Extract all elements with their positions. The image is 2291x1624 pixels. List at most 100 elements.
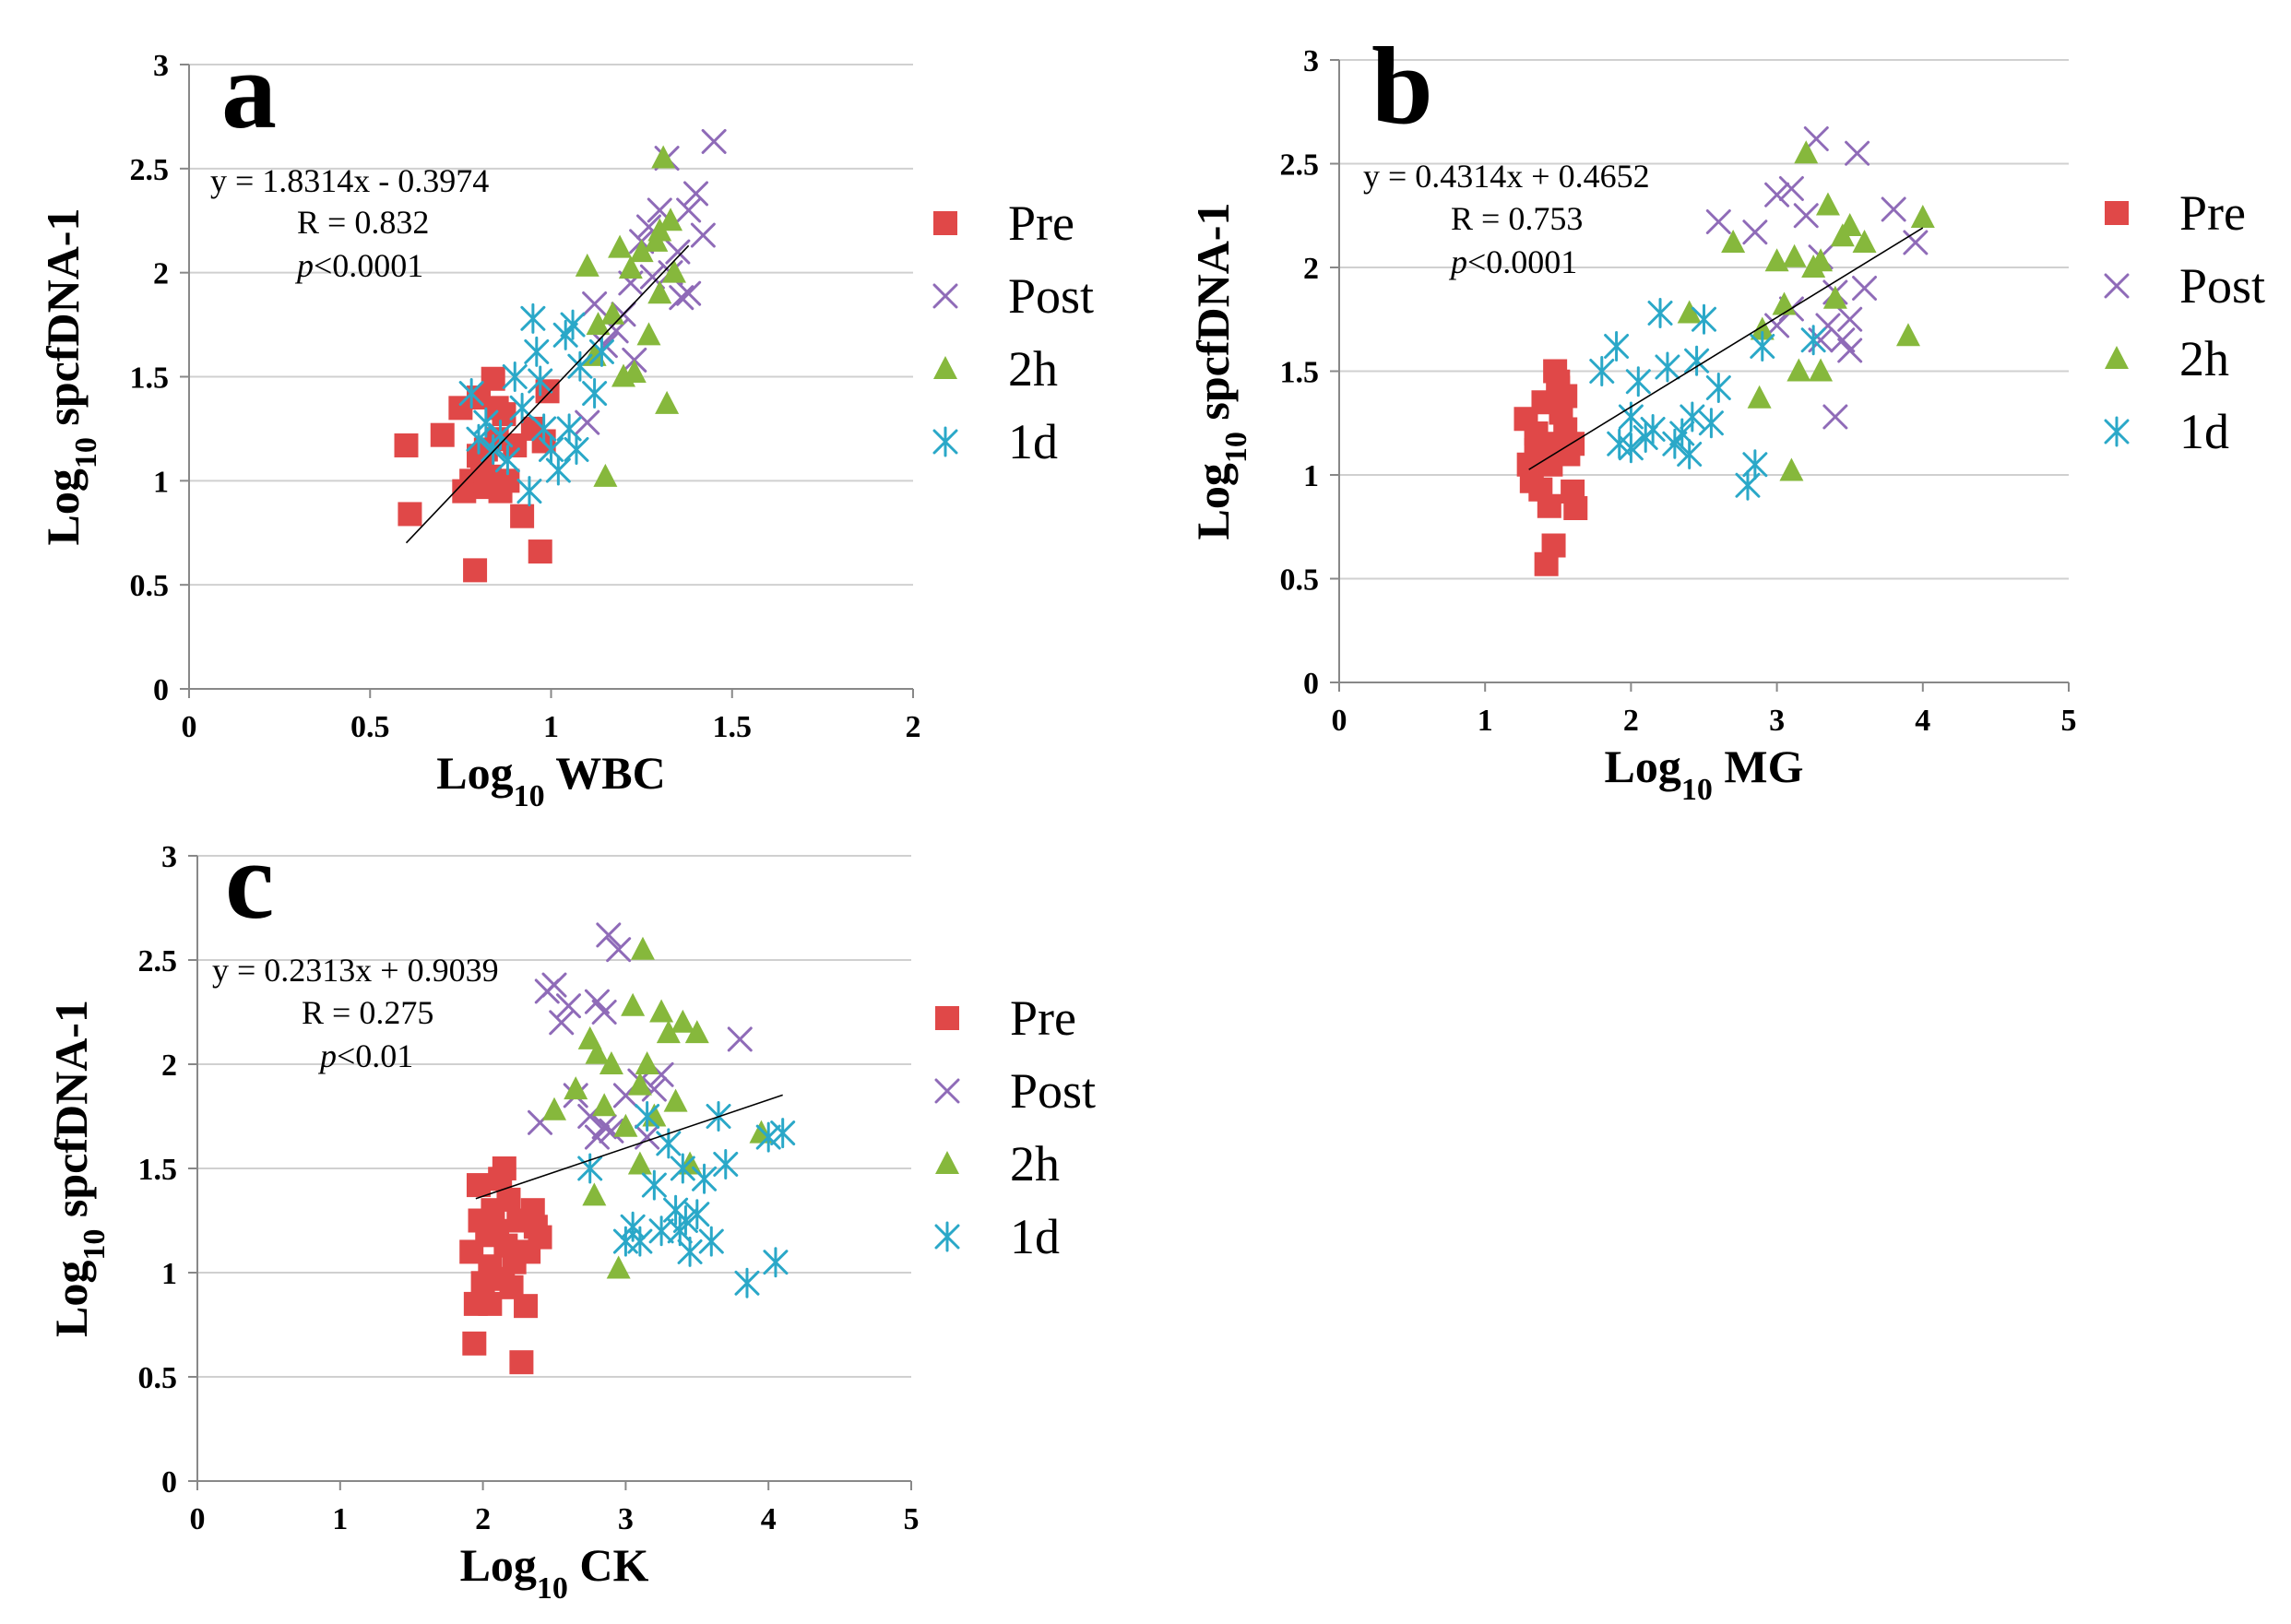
data-point-post	[1837, 338, 1863, 363]
legend: Pre Post 2h 1d	[934, 990, 1096, 1264]
data-point-post	[606, 937, 632, 963]
y-tick-label: 0	[153, 673, 169, 707]
regression-equation: y = 0.4314x + 0.4652	[1363, 158, 1650, 195]
p-value-symbol: p	[1448, 243, 1467, 280]
x-tick-label: 2	[475, 1502, 491, 1536]
y-tick-label: 2	[161, 1049, 177, 1083]
data-point-post-stroke	[676, 197, 702, 223]
p-value: p<0.0001	[294, 247, 423, 284]
x-axis-title-prefix: Log	[1605, 741, 1681, 792]
data-point-pre	[478, 1291, 503, 1316]
data-point-post	[676, 280, 702, 306]
y-tick-label: 3	[153, 49, 169, 83]
data-point-post-stroke	[647, 197, 672, 223]
data-point-1d	[684, 1199, 710, 1230]
p-value-text: <0.01	[337, 1037, 413, 1074]
legend-marker-pre	[935, 1006, 959, 1030]
data-point-1d	[641, 1169, 667, 1201]
data-point-2h	[663, 1088, 688, 1112]
data-point-post-stroke	[648, 1061, 674, 1087]
data-point-post-stroke	[1837, 306, 1863, 332]
data-point-2h	[1822, 285, 1847, 309]
data-point-post-stroke	[641, 1076, 667, 1102]
data-point-post	[1837, 306, 1863, 332]
data-point-post-stroke	[1764, 182, 1790, 207]
data-point-2h	[1747, 385, 1772, 409]
y-tick-label: 0.5	[138, 1361, 178, 1395]
data-point-pre	[473, 475, 498, 500]
data-point-post	[555, 993, 581, 1019]
data-point-2h	[542, 1096, 566, 1120]
legend-marker-post-stroke	[2104, 273, 2130, 299]
data-point-pre	[528, 1225, 552, 1250]
legend-marker-2h	[2105, 346, 2129, 369]
data-point-post	[1742, 219, 1768, 245]
data-point-post	[596, 922, 622, 948]
data-point-post	[1903, 230, 1929, 255]
series-post	[1705, 126, 1929, 430]
y-axis-title-prefix: Log	[1187, 463, 1239, 539]
data-point-post	[665, 239, 691, 265]
panel-letter: a	[221, 29, 277, 151]
data-point-pre	[1563, 496, 1588, 520]
legend-label-2h: 2h	[1008, 341, 1058, 397]
y-tick-label: 2.5	[138, 944, 178, 978]
data-point-2h	[671, 1009, 695, 1033]
series-1d	[458, 302, 614, 507]
data-point-post-stroke	[596, 922, 622, 948]
data-point-post-stroke	[1852, 276, 1878, 301]
data-point-1d	[734, 1267, 760, 1298]
x-tick-label: 5	[904, 1502, 920, 1536]
x-tick-label: 1.5	[713, 710, 753, 744]
data-point-1d	[1625, 366, 1651, 397]
y-tick-label: 1.5	[1280, 356, 1320, 390]
data-point-2h	[1787, 358, 1811, 382]
y-axis-title-prefix: Log	[45, 1261, 97, 1337]
data-point-pre	[528, 539, 552, 564]
data-point-2h	[651, 145, 676, 169]
data-point-2h	[629, 239, 654, 263]
data-point-post	[575, 409, 600, 435]
x-tick-label: 0.5	[350, 710, 390, 744]
data-point-post	[1764, 182, 1790, 207]
data-point-2h	[1782, 243, 1807, 267]
data-point-2h	[630, 936, 655, 960]
data-point-post	[1881, 196, 1906, 222]
data-point-post-stroke	[575, 409, 600, 435]
data-point-post-stroke	[591, 1000, 617, 1025]
y-tick-label: 2	[153, 257, 169, 291]
data-point-1d	[1655, 351, 1680, 383]
data-point-post-stroke	[635, 214, 661, 240]
panel-letter: c	[225, 819, 274, 942]
data-point-post-stroke	[584, 1124, 610, 1150]
data-point-2h	[1772, 291, 1797, 315]
data-point-1d	[1677, 439, 1703, 469]
legend-label-post: Post	[1010, 1063, 1096, 1119]
data-point-post-stroke	[1822, 404, 1848, 430]
legend-label-1d: 1d	[2179, 404, 2229, 459]
data-point-post-stroke	[727, 1026, 753, 1052]
data-point-post-stroke	[665, 239, 691, 265]
y-axis-title-suffix: spcfDNA-1	[45, 1000, 97, 1229]
data-point-post	[701, 128, 727, 154]
data-point-2h	[608, 234, 633, 258]
data-point-2h	[1852, 230, 1877, 253]
p-value: p<0.0001	[1448, 243, 1577, 280]
y-tick-label: 2	[1303, 252, 1319, 286]
data-point-1d	[698, 1226, 724, 1257]
data-point-post	[591, 1114, 617, 1140]
x-axis-title-suffix: WBC	[545, 747, 666, 799]
x-tick-label: 3	[1769, 704, 1785, 738]
y-axis-title-subscript: 10	[69, 437, 103, 468]
data-point-pre	[492, 1156, 516, 1180]
y-tick-label: 1	[1303, 459, 1319, 493]
data-point-1d	[1692, 303, 1716, 335]
trendline	[1528, 227, 1924, 470]
data-point-post	[1830, 327, 1856, 353]
data-point-post	[1845, 140, 1870, 166]
x-tick-label: 2	[1623, 704, 1639, 738]
data-point-post	[1822, 404, 1848, 430]
data-point-1d	[1742, 449, 1768, 480]
